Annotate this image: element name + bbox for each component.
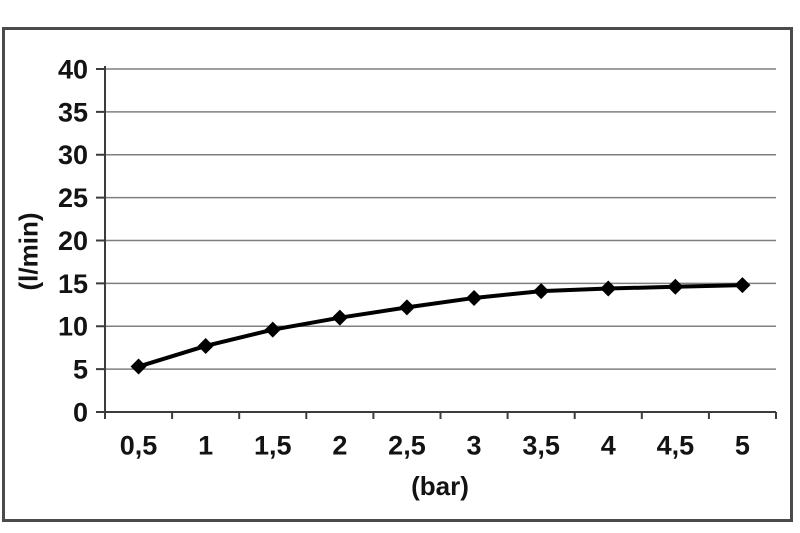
x-tick-label: 1,5 [254,430,292,460]
data-point-marker [398,299,415,316]
y-tick-label: 35 [58,97,88,127]
x-tick-label: 2 [332,430,347,460]
y-tick-label: 30 [58,140,88,170]
data-point-marker [533,283,550,300]
x-tick-label: 5 [735,430,750,460]
data-point-marker [734,277,751,294]
x-tick-label: 2,5 [388,430,426,460]
x-axis-title: (bar) [411,471,469,501]
y-axis-title: (l/min) [13,212,44,291]
y-tick-label: 15 [58,269,88,299]
chart-frame [2,27,793,522]
y-tick-label: 40 [58,54,88,84]
data-point-marker [331,309,348,326]
x-tick-label: 3 [467,430,482,460]
series-line [136,283,745,369]
x-tick-label: 1 [198,430,213,460]
x-tick-label: 4,5 [657,430,695,460]
y-tick-label: 25 [58,183,88,213]
data-point-marker [130,358,147,375]
data-point-marker [197,337,214,354]
data-point-marker [264,321,281,338]
y-tick-label: 0 [73,397,88,427]
y-tick-label: 20 [58,226,88,256]
y-tick-label: 10 [58,312,88,342]
x-tick-label: 4 [601,430,616,460]
data-point-marker [466,289,483,306]
y-tick-label: 5 [73,355,88,385]
x-tick-label: 3,5 [522,430,560,460]
x-tick-label: 0,5 [120,430,158,460]
data-point-marker [600,280,617,297]
data-point-marker [667,278,684,295]
